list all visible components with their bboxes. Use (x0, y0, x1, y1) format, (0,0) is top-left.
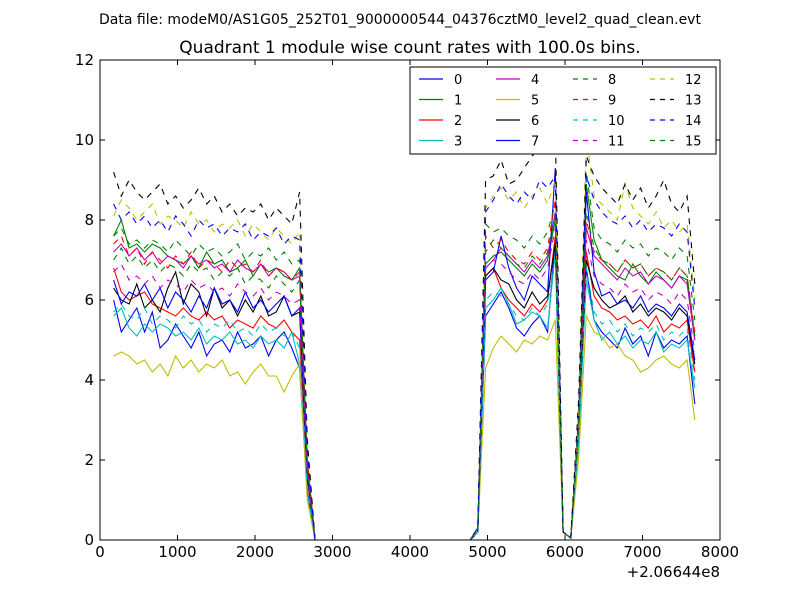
x-tick-label: 6000 (546, 543, 584, 561)
series-line-2 (113, 235, 696, 540)
legend-label-10: 10 (608, 114, 625, 129)
legend-label-11: 11 (608, 135, 625, 150)
plot-area (113, 131, 696, 540)
x-tick-label: 1000 (158, 543, 196, 561)
legend-label-0: 0 (454, 73, 462, 88)
x-tick-label: 4000 (391, 543, 429, 561)
chart-title: Quadrant 1 module wise count rates with … (179, 38, 640, 58)
x-tick-label: 2000 (236, 543, 274, 561)
y-tick-label: 12 (75, 51, 94, 69)
series-line-13 (113, 131, 696, 540)
series-line-10 (113, 259, 696, 540)
x-tick-label: 7000 (623, 543, 661, 561)
y-tick-label: 2 (84, 451, 94, 469)
x-tick-label: 8000 (701, 543, 739, 561)
legend-label-12: 12 (685, 73, 702, 88)
series-line-14 (113, 174, 696, 540)
series-line-9 (113, 199, 696, 540)
x-tick-label: 0 (95, 543, 105, 561)
series-line-3 (113, 251, 696, 540)
series-line-0 (113, 239, 696, 540)
legend-label-5: 5 (531, 94, 539, 109)
legend-label-7: 7 (531, 135, 539, 150)
series-line-15 (113, 211, 696, 540)
series-line-8 (113, 171, 696, 540)
series-line-5 (113, 313, 696, 540)
y-tick-label: 4 (84, 371, 94, 389)
series-line-1 (113, 183, 696, 540)
legend-label-8: 8 (608, 73, 616, 88)
x-tick-label: 3000 (313, 543, 351, 561)
chart-suptitle: Data file: modeM0/AS1G05_252T01_90000005… (99, 12, 701, 28)
legend-label-15: 15 (685, 135, 702, 150)
legend-label-14: 14 (685, 114, 702, 129)
y-tick-label: 10 (75, 131, 94, 149)
series-line-4 (113, 211, 696, 540)
legend-label-4: 4 (531, 73, 539, 88)
legend-label-2: 2 (454, 114, 462, 129)
y-tick-label: 6 (84, 291, 94, 309)
legend-label-6: 6 (531, 114, 539, 129)
series-line-11 (113, 227, 696, 540)
axes: 0 1000 2000 3000 4000 5000 6000 7000 80000246810… (75, 51, 739, 581)
x-offset-label: +2.06644e8 (627, 563, 720, 581)
x-tick-label: 5000 (468, 543, 506, 561)
legend-label-9: 9 (608, 94, 616, 109)
legend-label-1: 1 (454, 94, 462, 109)
series-line-6 (113, 243, 696, 540)
y-tick-label: 0 (84, 531, 94, 549)
legend-label-13: 13 (685, 94, 702, 109)
series-line-7 (113, 167, 696, 540)
legend-label-3: 3 (454, 135, 462, 150)
legend-box (409, 66, 717, 155)
y-tick-label: 8 (84, 211, 94, 229)
